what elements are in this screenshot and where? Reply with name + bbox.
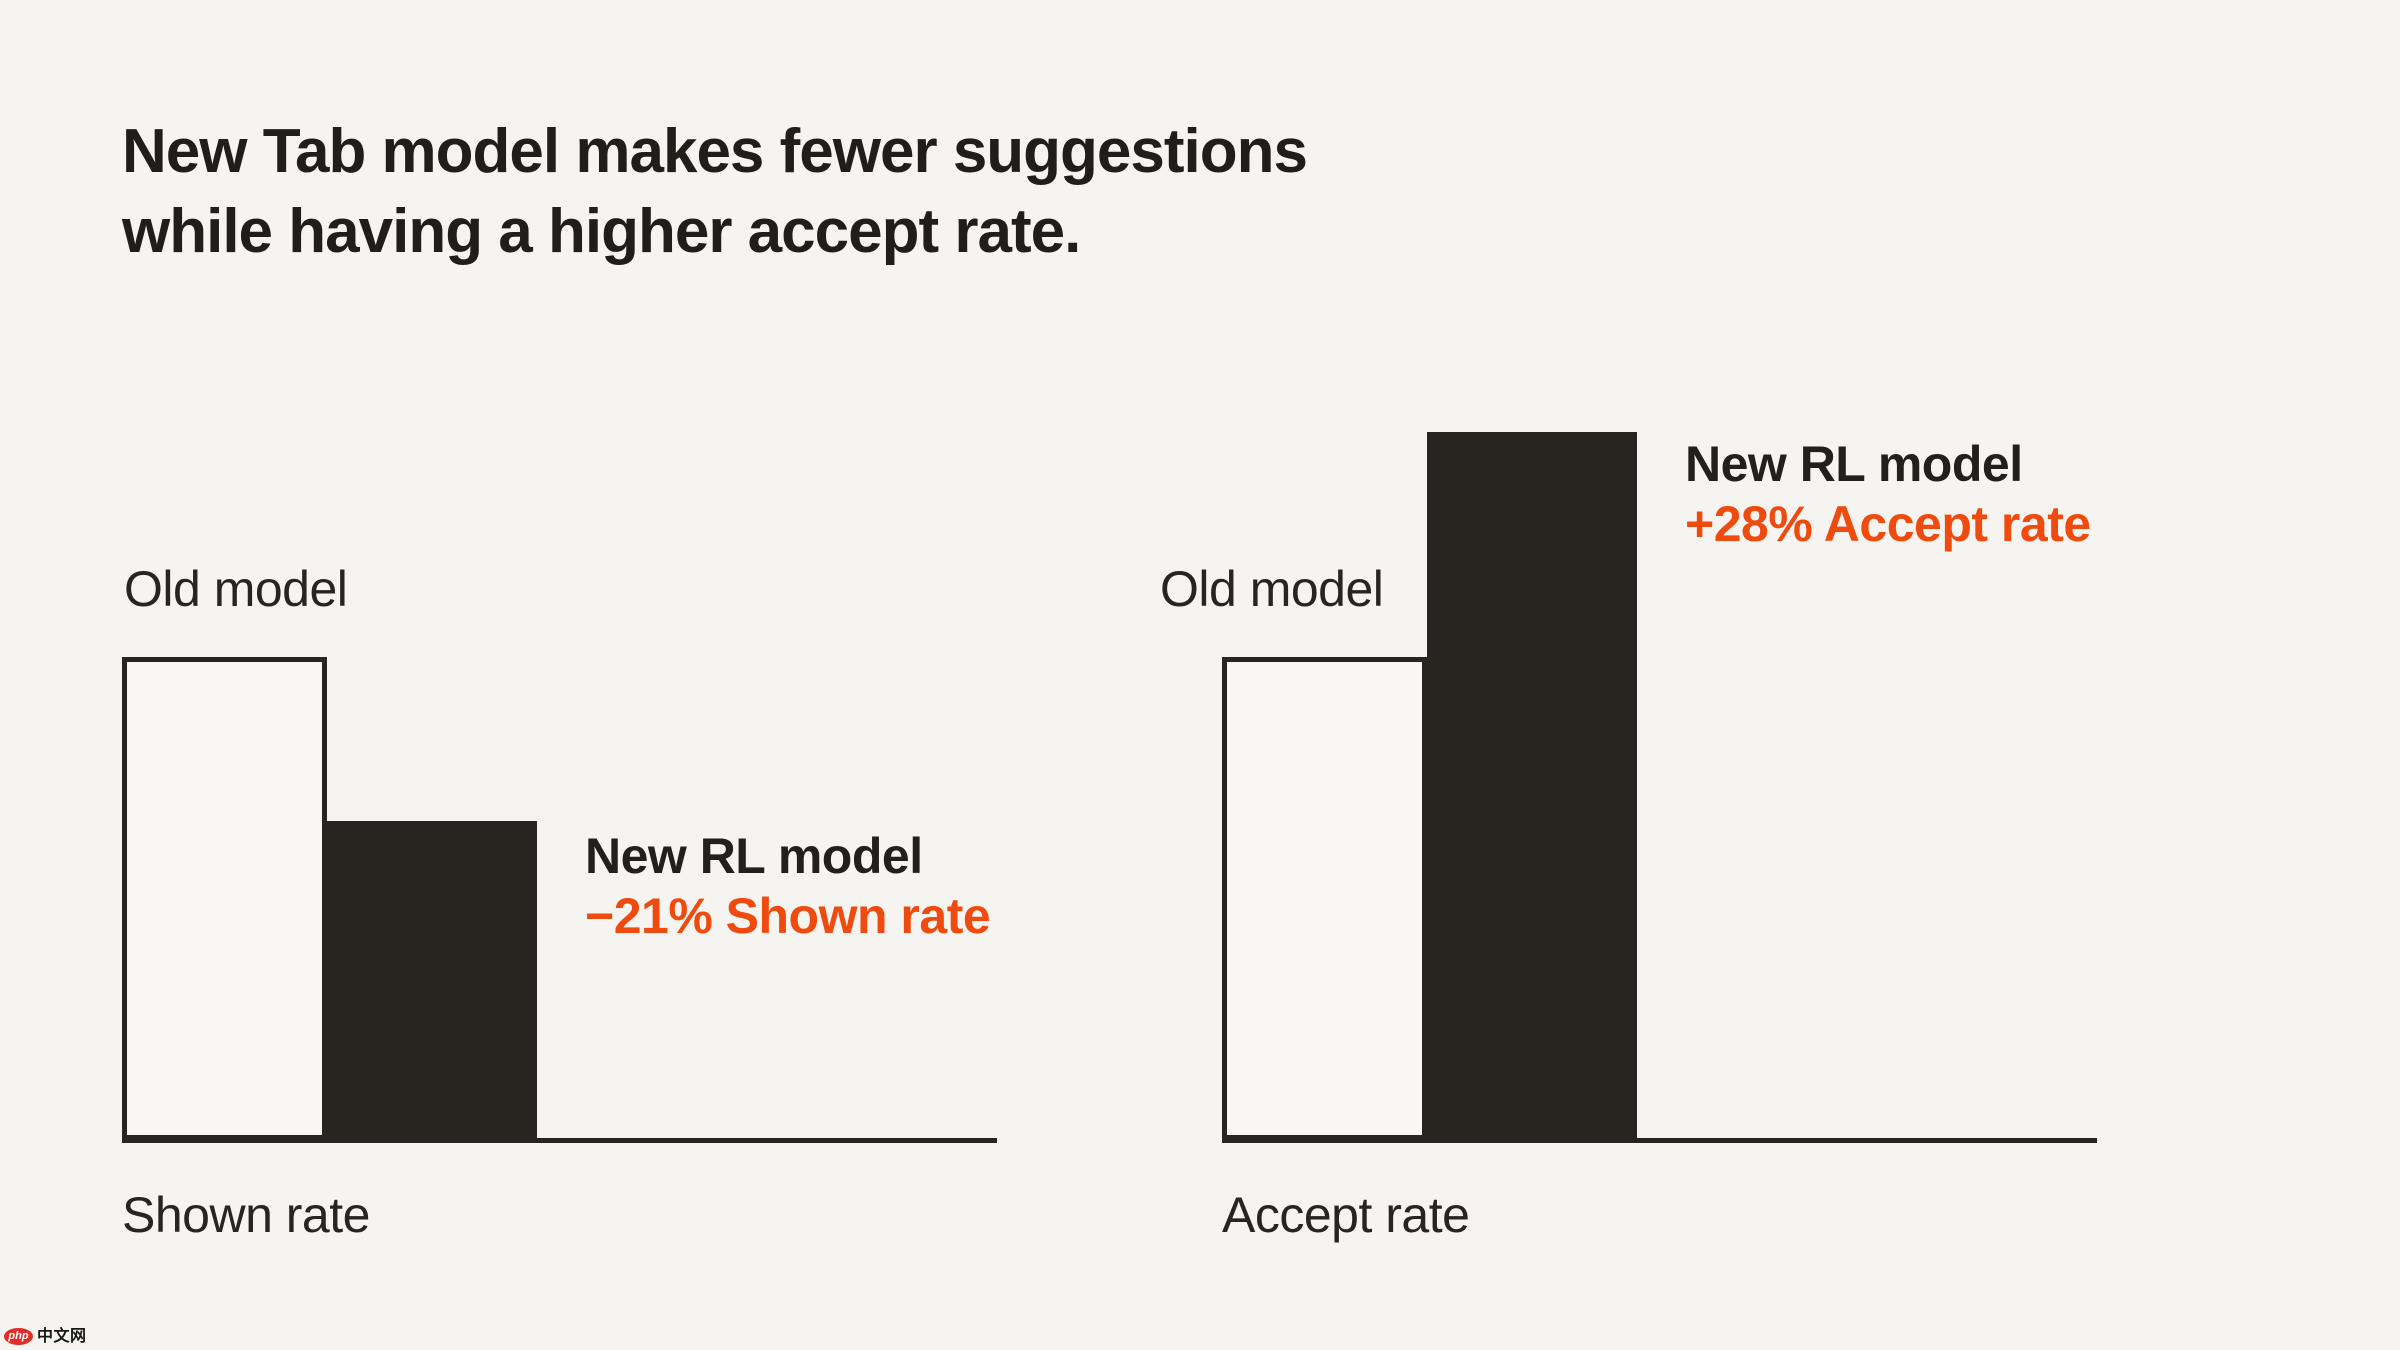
- watermark-site-name: 中文网: [37, 1327, 87, 1345]
- accept-rate-old-model-label: Old model: [1160, 561, 1384, 617]
- php-logo-icon: php: [4, 1328, 33, 1345]
- shown-rate-old-model-label: Old model: [124, 561, 348, 617]
- shown-rate-old-model-bar: [122, 657, 327, 1140]
- accept-rate-annotation-model-name: New RL model: [1685, 436, 2023, 492]
- accept-rate-old-model-bar: [1222, 657, 1427, 1140]
- chart-title-line2: while having a higher accept rate.: [122, 197, 1081, 266]
- accept-rate-new-model-bar: [1427, 432, 1637, 1140]
- accept-rate-annotation: New RL model +28% Accept rate: [1685, 434, 2091, 554]
- shown-rate-annotation: New RL model −21% Shown rate: [585, 826, 991, 946]
- shown-rate-new-model-bar: [327, 821, 537, 1140]
- chart-title: New Tab model makes fewer suggestions whi…: [122, 112, 1308, 272]
- accept-rate-axis-line: [1222, 1138, 2097, 1143]
- shown-rate-annotation-delta: −21% Shown rate: [585, 888, 991, 944]
- accept-rate-axis-label: Accept rate: [1222, 1187, 1470, 1243]
- watermark: php 中文网: [4, 1328, 87, 1345]
- shown-rate-annotation-model-name: New RL model: [585, 828, 923, 884]
- accept-rate-annotation-delta: +28% Accept rate: [1685, 496, 2091, 552]
- shown-rate-axis-line: [122, 1138, 997, 1143]
- shown-rate-axis-label: Shown rate: [122, 1187, 370, 1243]
- chart-title-line1: New Tab model makes fewer suggestions: [122, 117, 1308, 186]
